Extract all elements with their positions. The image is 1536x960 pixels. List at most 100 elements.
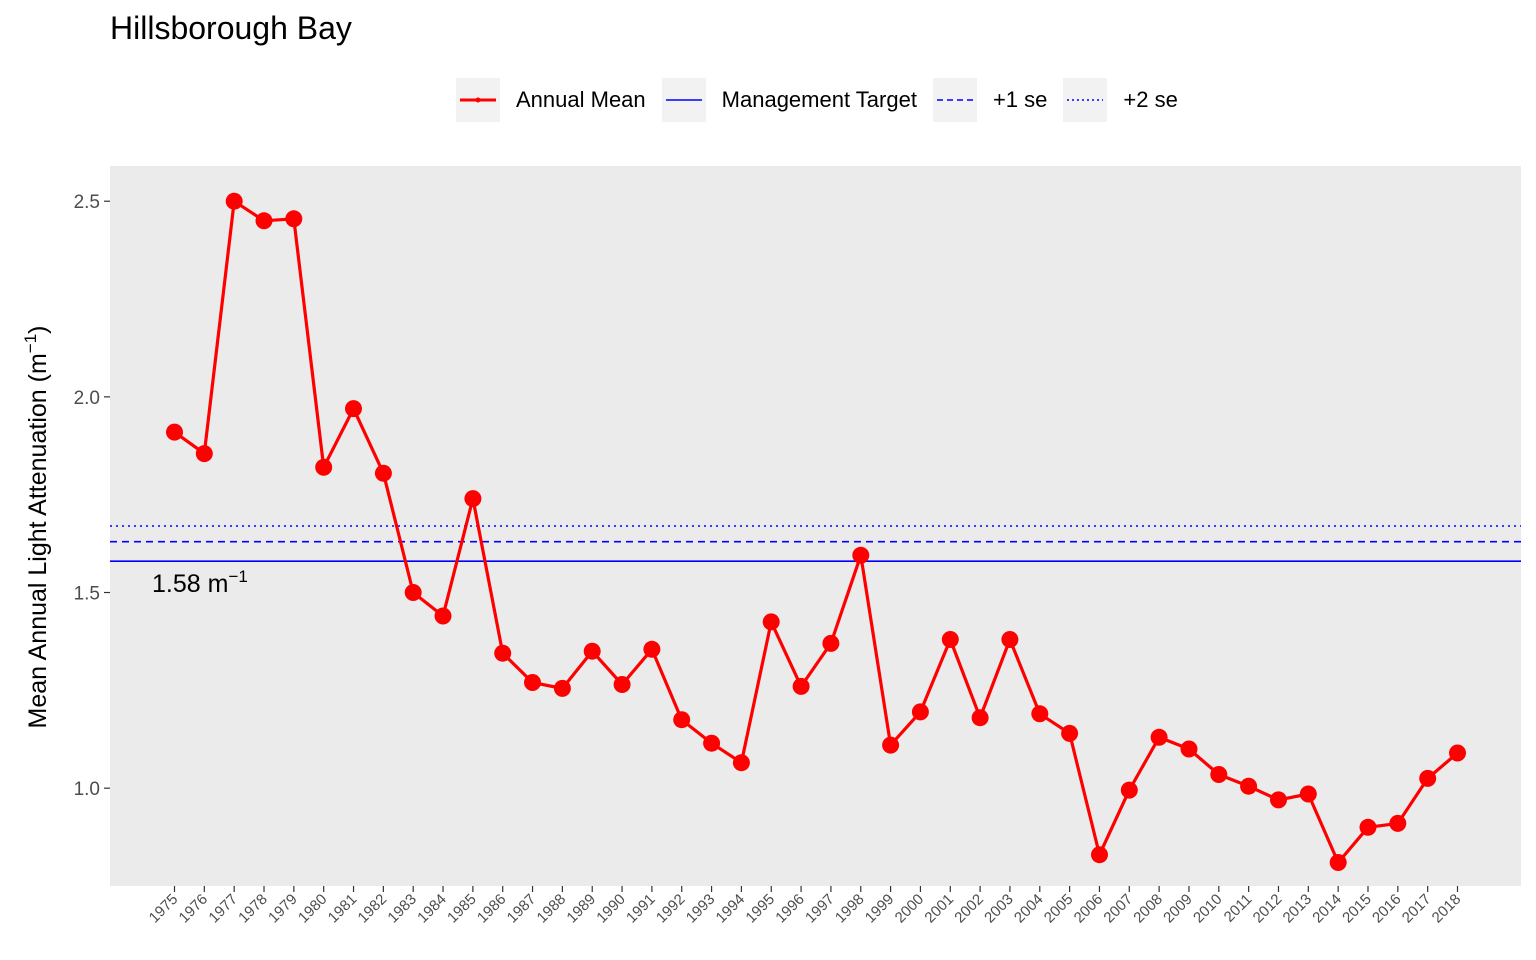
data-point-1994 [732,754,750,772]
x-axis: 1975197619771978197919801981198219831984… [146,886,1465,927]
data-point-2012 [1270,791,1287,809]
data-point-2016 [1389,814,1407,832]
x-tick-label-1986: 1986 [474,891,510,927]
x-tick-label-2000: 2000 [892,891,928,927]
x-tick-label-2008: 2008 [1130,891,1166,927]
x-tick-label-1995: 1995 [742,891,778,927]
data-point-2017 [1419,769,1437,787]
x-tick-label-2010: 2010 [1190,891,1226,927]
x-tick-label-1981: 1981 [325,891,361,927]
data-point-1984 [434,607,452,625]
x-tick-label-1977: 1977 [205,891,241,927]
target-annotation: 1.58 m−1 [152,567,248,598]
x-tick-label-1983: 1983 [384,891,420,927]
series-layer [166,192,1466,871]
data-point-1976 [195,445,213,463]
chart-title: Hillsborough Bay [110,10,352,46]
data-point-2000 [911,703,929,721]
x-tick-label-2001: 2001 [921,891,957,927]
y-tick-label-3: 2.5 [74,192,100,213]
data-point-1983 [404,584,422,601]
data-point-2015 [1359,818,1377,836]
y-axis-title: Mean Annual Light Attenuation (m−1) [21,326,52,729]
data-point-2008 [1150,728,1168,746]
y-tick-label-2: 2.0 [74,388,100,409]
data-point-1989 [583,642,601,660]
x-tick-label-1984: 1984 [414,891,450,927]
legend-label-plus2-se: +2 se [1123,87,1178,112]
y-tick-label-1: 1.5 [74,584,100,605]
data-point-2002 [971,709,989,727]
data-point-2006 [1091,846,1108,864]
data-point-1977 [225,192,243,210]
x-tick-label-1988: 1988 [534,891,570,927]
x-tick-label-1985: 1985 [444,891,480,927]
x-tick-label-1996: 1996 [772,891,808,927]
legend-key-plus2-se [1063,78,1108,122]
x-tick-label-2016: 2016 [1369,891,1405,927]
x-tick-label-2012: 2012 [1250,891,1286,927]
x-tick-label-1975: 1975 [146,891,182,927]
x-tick-label-2002: 2002 [951,891,987,927]
x-tick-label-1990: 1990 [593,891,629,927]
y-axis: 1.0 1.5 2.0 2.5 [74,192,110,800]
data-point-1992 [673,711,691,729]
x-tick-label-1991: 1991 [623,891,659,927]
x-tick-label-1979: 1979 [265,891,301,927]
y-tick-label-0: 1.0 [74,779,100,800]
data-point-1979 [285,210,303,228]
x-tick-label-1992: 1992 [653,891,689,927]
data-point-1985 [464,490,482,508]
x-tick-label-2014: 2014 [1309,891,1345,927]
data-point-1975 [166,423,183,441]
data-point-1999 [882,736,900,754]
x-tick-label-1994: 1994 [713,891,749,927]
data-point-1980 [315,458,333,476]
data-point-2013 [1299,785,1317,803]
data-point-2005 [1061,724,1079,742]
legend-item-plus2-se: +2 se [1063,78,1178,122]
x-tick-label-2006: 2006 [1071,891,1107,927]
x-tick-label-1993: 1993 [683,891,719,927]
legend-label-management-target: Management Target [721,87,917,112]
legend-label-annual-mean: Annual Mean [516,87,646,112]
data-point-2014 [1329,854,1347,871]
data-point-2009 [1180,740,1198,758]
x-tick-label-2009: 2009 [1160,891,1196,927]
x-tick-label-2004: 2004 [1011,891,1047,927]
x-tick-label-1998: 1998 [832,891,868,927]
data-point-2004 [1031,705,1049,723]
x-tick-label-2005: 2005 [1041,891,1077,927]
legend: Annual Mean Management Target +1 se +2 s… [456,78,1194,122]
legend-item-management-target: Management Target [661,78,917,122]
data-point-1998 [852,546,870,564]
y-axis-title-text: Mean Annual Light Attenuation (m [24,353,52,728]
data-point-2003 [1001,631,1019,648]
x-tick-label-2011: 2011 [1221,891,1256,926]
x-tick-label-1987: 1987 [504,891,540,927]
data-point-2007 [1120,781,1138,799]
data-point-1993 [703,734,721,752]
data-point-1990 [613,676,631,693]
x-tick-label-2007: 2007 [1100,891,1136,927]
x-tick-label-1978: 1978 [235,891,271,927]
legend-key-plus1-se [932,78,977,122]
legend-item-plus1-se: +1 se [932,78,1047,122]
legend-key-annual-mean [456,78,500,122]
data-point-1996 [792,677,810,695]
data-point-1991 [643,640,661,658]
data-point-1995 [762,613,780,631]
x-tick-label-1976: 1976 [176,891,212,927]
x-tick-label-1980: 1980 [295,891,331,927]
x-tick-label-2017: 2017 [1399,891,1435,927]
x-tick-label-2013: 2013 [1280,891,1316,927]
target-annotation-text: 1.58 m [152,570,228,598]
data-point-2018 [1449,744,1466,762]
legend-key-management-target [661,78,706,122]
data-point-1982 [374,464,392,482]
legend-item-annual-mean: Annual Mean [456,78,646,122]
x-tick-label-2018: 2018 [1429,891,1465,927]
y-axis-title-close: ) [24,326,52,334]
